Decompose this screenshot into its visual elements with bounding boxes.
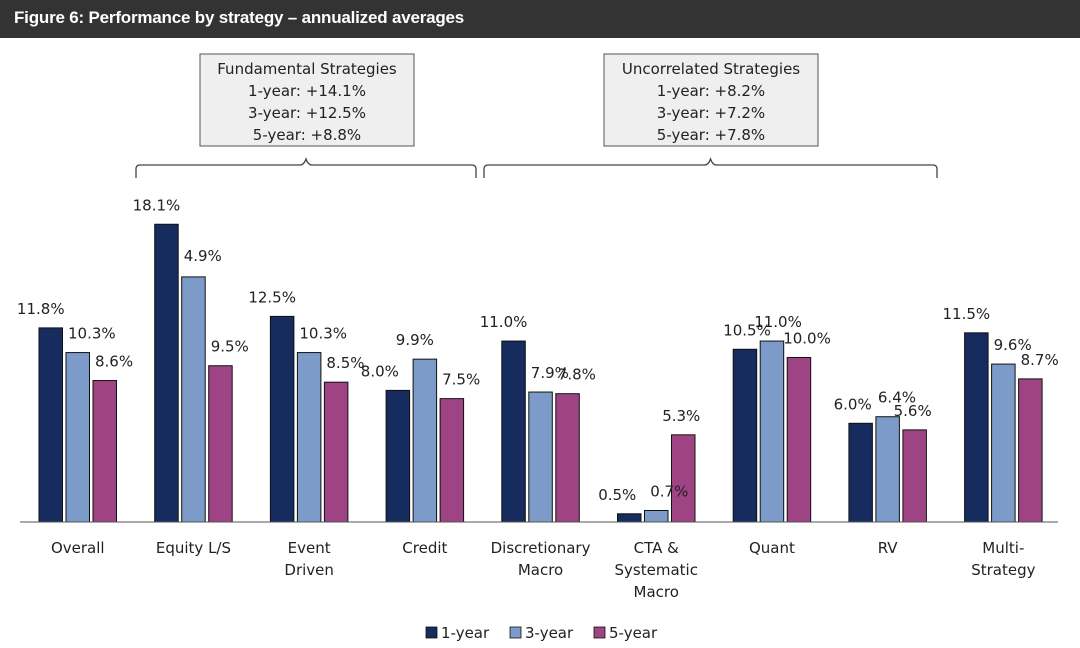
bar-3-year-4 xyxy=(528,391,553,523)
category-label-0-0: Overall xyxy=(51,539,105,557)
bar-5-year-3 xyxy=(439,398,465,523)
data-label-5-year-6: 10.0% xyxy=(783,330,831,348)
group-line-1-0: 1-year: +8.2% xyxy=(657,82,765,100)
category-label-4-0: Discretionary xyxy=(491,539,591,557)
data-label-1-year-7: 6.0% xyxy=(834,395,872,413)
data-label-5-year-8: 8.7% xyxy=(1021,351,1059,369)
data-label-3-year-2: 10.3% xyxy=(299,325,347,343)
category-label-6-0: Quant xyxy=(749,539,795,557)
data-label-3-year-5: 0.7% xyxy=(650,482,688,500)
legend-label-1-year: 1-year xyxy=(441,624,490,642)
data-label-5-year-4: 7.8% xyxy=(558,366,596,384)
category-label-5-0: CTA & xyxy=(634,539,680,557)
bar-3-year-0 xyxy=(65,352,90,523)
category-label-8-1: Strategy xyxy=(971,561,1035,579)
category-label-7-0: RV xyxy=(878,539,899,557)
category-label-5-2: Macro xyxy=(634,583,679,601)
bar-5-year-5 xyxy=(671,434,696,523)
group-line-0-0: 1-year: +14.1% xyxy=(248,82,366,100)
data-label-1-year-2: 12.5% xyxy=(248,288,296,306)
data-label-5-year-5: 5.3% xyxy=(662,407,700,425)
bar-5-year-6 xyxy=(786,357,812,523)
data-label-3-year-0: 10.3% xyxy=(68,325,116,343)
group-title-0: Fundamental Strategies xyxy=(217,60,397,78)
bar-1-year-3 xyxy=(385,389,411,523)
bar-3-year-1 xyxy=(181,276,206,523)
bar-5-year-1 xyxy=(208,365,233,523)
data-label-1-year-8: 11.5% xyxy=(943,305,991,323)
category-label-2-0: Event xyxy=(288,539,331,557)
data-label-1-year-0: 11.8% xyxy=(17,300,65,318)
legend-swatch-5-year xyxy=(593,626,606,639)
category-label-5-1: Systematic xyxy=(615,561,698,579)
bar-1-year-7 xyxy=(848,422,873,523)
data-label-5-year-2: 8.5% xyxy=(326,354,364,372)
data-label-3-year-1: 4.9% xyxy=(184,247,222,265)
bar-5-year-0 xyxy=(92,380,117,523)
bar-3-year-2 xyxy=(296,352,322,523)
legend-label-3-year: 3-year xyxy=(525,624,574,642)
group-line-0-1: 3-year: +12.5% xyxy=(248,104,366,122)
bar-3-year-7 xyxy=(875,416,900,523)
bar-5-year-8 xyxy=(1018,378,1043,523)
group-line-1-2: 5-year: +7.8% xyxy=(657,126,765,144)
group-brace-0 xyxy=(135,156,477,178)
bar-3-year-5 xyxy=(644,509,669,523)
bar-3-year-3 xyxy=(412,358,438,523)
data-label-5-year-0: 8.6% xyxy=(95,353,133,371)
group-line-0-2: 5-year: +8.8% xyxy=(253,126,361,144)
data-label-5-year-7: 5.6% xyxy=(894,402,932,420)
data-label-1-year-5: 0.5% xyxy=(598,486,636,504)
bar-5-year-2 xyxy=(323,381,349,523)
bar-1-year-6 xyxy=(732,348,758,523)
category-label-2-1: Driven xyxy=(284,561,334,579)
data-label-3-year-4: 7.9% xyxy=(531,364,569,382)
data-label-3-year-7: 6.4% xyxy=(878,389,916,407)
data-label-1-year-3: 8.0% xyxy=(361,362,399,380)
data-label-5-year-3: 7.5% xyxy=(442,371,480,389)
data-label-1-year-4: 11.0% xyxy=(480,313,528,331)
bar-1-year-0 xyxy=(38,327,63,523)
legend-label-5-year: 5-year xyxy=(609,624,658,642)
group-box-1 xyxy=(603,53,819,147)
data-label-3-year-6: 11.0% xyxy=(754,313,802,331)
bar-1-year-5 xyxy=(617,513,642,523)
group-box-0 xyxy=(199,53,415,147)
group-title-1: Uncorrelated Strategies xyxy=(622,60,800,78)
bar-1-year-1 xyxy=(154,223,179,523)
category-label-3-0: Credit xyxy=(402,539,447,557)
bar-1-year-2 xyxy=(269,315,295,523)
group-brace-1 xyxy=(483,156,938,178)
category-label-1-0: Equity L/S xyxy=(156,539,231,557)
bar-5-year-7 xyxy=(902,429,927,523)
group-line-1-1: 3-year: +7.2% xyxy=(657,104,765,122)
legend-swatch-1-year xyxy=(425,626,438,639)
category-label-4-1: Macro xyxy=(518,561,563,579)
legend-swatch-3-year xyxy=(509,626,522,639)
figure-header: Figure 6: Performance by strategy – annu… xyxy=(0,0,1080,38)
bar-1-year-4 xyxy=(501,340,526,523)
data-label-1-year-6: 10.5% xyxy=(723,321,771,339)
figure-title: Figure 6: Performance by strategy – annu… xyxy=(14,8,465,27)
bar-1-year-8 xyxy=(964,332,989,523)
data-label-5-year-1: 9.5% xyxy=(211,338,249,356)
bar-5-year-4 xyxy=(555,393,580,523)
bar-3-year-8 xyxy=(991,363,1016,523)
data-label-3-year-3: 9.9% xyxy=(396,331,434,349)
data-label-1-year-1: 18.1% xyxy=(133,196,181,214)
bar-3-year-6 xyxy=(759,340,785,523)
data-label-3-year-8: 9.6% xyxy=(994,336,1032,354)
category-label-8-0: Multi- xyxy=(982,539,1024,557)
